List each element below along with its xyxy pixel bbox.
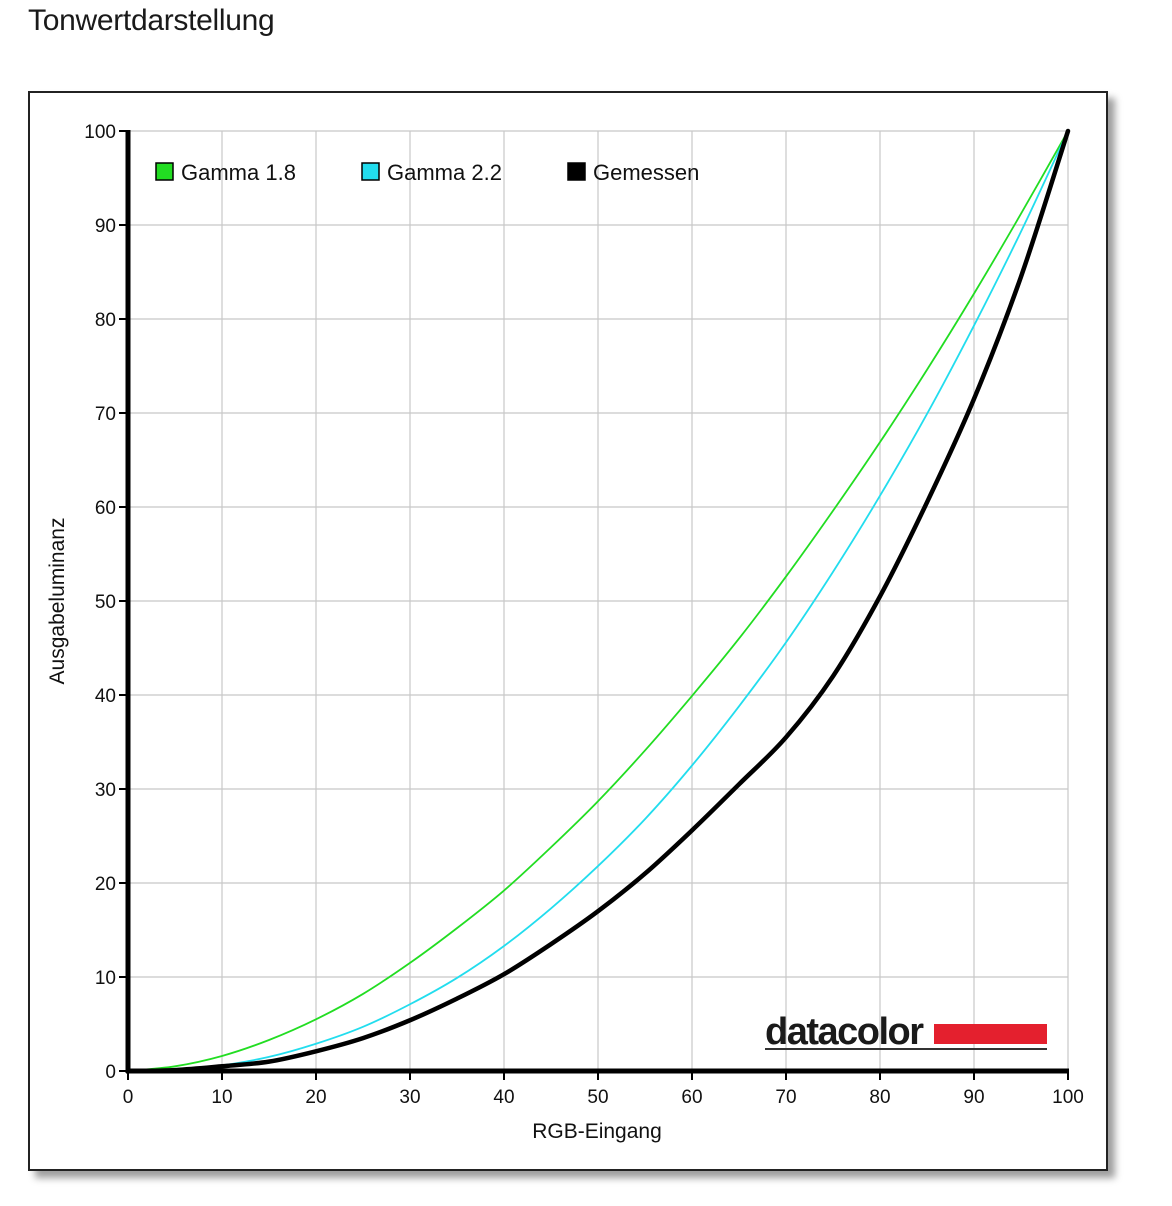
legend-swatch — [567, 162, 586, 181]
y-tick-label-70: 70 — [95, 404, 116, 425]
y-tick-label-40: 40 — [95, 686, 116, 707]
y-axis-label: Ausgabeluminanz — [46, 518, 69, 685]
y-tick-label-20: 20 — [95, 874, 116, 895]
x-tick-label-10: 10 — [211, 1087, 232, 1108]
chart-frame — [28, 91, 1108, 1171]
x-tick-label-0: 0 — [123, 1087, 134, 1108]
logo-accent-bar — [934, 1024, 1047, 1044]
legend-item-gemessen[interactable]: Gemessen — [567, 160, 699, 185]
y-tick-label-100: 100 — [84, 122, 116, 143]
x-tick-label-50: 50 — [587, 1087, 608, 1108]
grid — [127, 130, 1069, 1072]
page-title: Tonwertdarstellung — [28, 4, 275, 37]
tick-labels: 0 10 20 30 40 50 60 70 80 90 100 0 10 20 30 40 50 60 70 80 9… — [84, 122, 1084, 1108]
y-tick-label-60: 60 — [95, 498, 116, 519]
legend[interactable]: Gamma 1.8 Gamma 2.2 Gemessen — [155, 160, 699, 185]
x-tick-label-80: 80 — [869, 1087, 890, 1108]
legend-swatch — [155, 162, 174, 181]
x-tick-label-30: 30 — [399, 1087, 420, 1108]
legend-item-gamma-1-8[interactable]: Gamma 1.8 — [155, 160, 296, 185]
y-tick-label-50: 50 — [95, 592, 116, 613]
legend-item-gamma-2-2[interactable]: Gamma 2.2 — [361, 160, 502, 185]
legend-label: Gamma 1.8 — [181, 160, 296, 185]
axes — [119, 130, 1069, 1080]
x-tick-label-100: 100 — [1052, 1087, 1084, 1108]
x-tick-label-40: 40 — [493, 1087, 514, 1108]
y-tick-label-10: 10 — [95, 968, 116, 989]
series-line-gamma-1-8 — [127, 130, 1069, 1072]
x-axis-label: RGB-Eingang — [532, 1120, 662, 1143]
legend-swatch — [361, 162, 380, 181]
y-tick-label-90: 90 — [95, 216, 116, 237]
x-tick-label-90: 90 — [963, 1087, 984, 1108]
legend-label: Gamma 2.2 — [387, 160, 502, 185]
y-tick-label-0: 0 — [105, 1062, 116, 1083]
series-line-gamma-2-2 — [127, 130, 1069, 1072]
y-tick-label-30: 30 — [95, 780, 116, 801]
x-tick-label-20: 20 — [305, 1087, 326, 1108]
x-tick-label-70: 70 — [775, 1087, 796, 1108]
logo-wordmark: datacolor — [765, 1011, 924, 1053]
series-line-gemessen — [125, 128, 1071, 1074]
series — [125, 128, 1071, 1074]
legend-label: Gemessen — [593, 160, 699, 185]
x-tick-label-60: 60 — [681, 1087, 702, 1108]
datacolor-logo: datacolor — [765, 1011, 1047, 1053]
y-tick-label-80: 80 — [95, 310, 116, 331]
